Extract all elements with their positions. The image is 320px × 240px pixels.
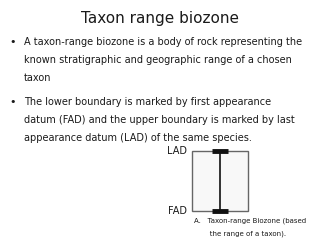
Bar bbox=[192, 151, 248, 211]
Text: appearance datum (LAD) of the same species.: appearance datum (LAD) of the same speci… bbox=[24, 133, 252, 143]
Text: LAD: LAD bbox=[167, 146, 187, 156]
Text: known stratigraphic and geographic range of a chosen: known stratigraphic and geographic range… bbox=[24, 55, 292, 65]
Text: Taxon range biozone: Taxon range biozone bbox=[81, 11, 239, 26]
Text: datum (FAD) and the upper boundary is marked by last: datum (FAD) and the upper boundary is ma… bbox=[24, 115, 295, 125]
Text: A.   Taxon-range Biozone (based: A. Taxon-range Biozone (based bbox=[194, 217, 306, 224]
Text: A taxon-range biozone is a body of rock representing the: A taxon-range biozone is a body of rock … bbox=[24, 37, 302, 47]
Text: FAD: FAD bbox=[168, 206, 187, 216]
Text: the range of a taxon).: the range of a taxon). bbox=[194, 230, 286, 237]
Text: •: • bbox=[10, 97, 16, 107]
Text: The lower boundary is marked by first appearance: The lower boundary is marked by first ap… bbox=[24, 97, 271, 107]
Text: taxon: taxon bbox=[24, 73, 52, 83]
Text: •: • bbox=[10, 37, 16, 47]
